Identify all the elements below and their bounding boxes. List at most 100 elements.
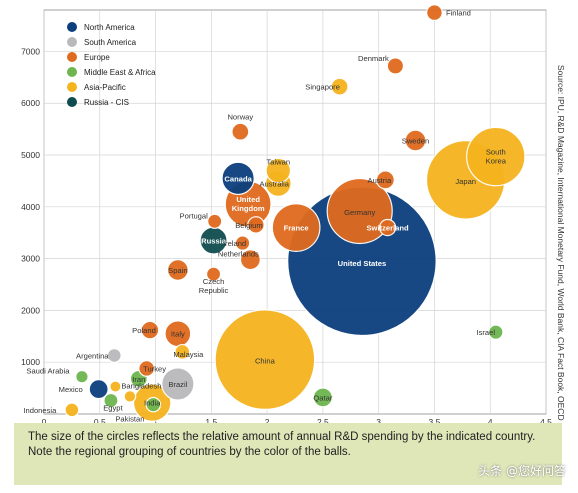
label-brazil: Brazil bbox=[168, 380, 187, 389]
label-austria: Austria bbox=[368, 176, 392, 185]
y-tick-label: 6000 bbox=[21, 98, 40, 108]
caption-line-1: The size of the circles reflects the rel… bbox=[28, 431, 536, 443]
bubble-poland bbox=[140, 320, 160, 340]
y-tick-label: 2000 bbox=[21, 305, 40, 315]
label-china: China bbox=[255, 357, 276, 366]
x-tick-label: 0.5 bbox=[94, 417, 106, 427]
x-tick-label: 3.5 bbox=[429, 417, 441, 427]
bubble-spain bbox=[166, 259, 189, 281]
x-tick-label: 3 bbox=[376, 417, 381, 427]
source-note: Source: IPU, R&D Magazine, International… bbox=[556, 65, 566, 421]
label-portugal: Portugal bbox=[180, 211, 209, 220]
bubble-bangladesh bbox=[109, 380, 122, 393]
bubble-qatar bbox=[312, 387, 333, 408]
label-czech-republic: Czech Republic bbox=[199, 277, 229, 295]
x-tick-label: 4.5 bbox=[540, 417, 552, 427]
watermark: 头条 @您好问答 bbox=[478, 464, 566, 478]
bubble-egypt bbox=[103, 392, 119, 409]
label-finland: Finland bbox=[446, 9, 471, 18]
y-tick-label: 5000 bbox=[21, 150, 40, 160]
bubble-south-africa bbox=[145, 396, 162, 413]
label-japan: Japan bbox=[455, 177, 476, 186]
bubble-portugal bbox=[207, 213, 223, 229]
bubble-south-korea bbox=[466, 126, 526, 187]
caption-line-2: Note the regional grouping of countries … bbox=[28, 446, 351, 458]
label-iran: Iran bbox=[132, 375, 145, 384]
label-singapore: Singapore bbox=[305, 83, 340, 92]
y-tick-label: 3000 bbox=[21, 254, 40, 264]
bubble-israel bbox=[488, 324, 504, 340]
bubble-germany bbox=[326, 177, 393, 245]
x-tick-label: 2.5 bbox=[317, 417, 329, 427]
label-belgium: Belgium bbox=[235, 221, 262, 230]
x-tick-label: 2 bbox=[265, 417, 270, 427]
bubble-singapore bbox=[330, 77, 349, 96]
label-united-states: United States bbox=[338, 259, 387, 268]
label-south-korea: South Korea bbox=[486, 148, 507, 166]
bubble-belgium bbox=[247, 216, 265, 234]
label-italy: Italy bbox=[171, 330, 185, 339]
bubble-china bbox=[214, 309, 316, 410]
bubble-finland bbox=[426, 4, 443, 22]
label-netherlands: Netherlands bbox=[218, 250, 259, 259]
legend-label: Europe bbox=[84, 53, 110, 62]
bubble-indonesia bbox=[64, 402, 80, 418]
label-norway: Norway bbox=[227, 113, 253, 122]
bubble-denmark bbox=[386, 57, 405, 75]
label-indonesia: Indonesia bbox=[23, 406, 57, 415]
x-tick-label: 1.5 bbox=[205, 417, 217, 427]
label-pakistan: Pakistan bbox=[115, 414, 144, 423]
bubble-argentina bbox=[106, 348, 122, 363]
bubble-turkey bbox=[138, 360, 156, 377]
label-sweden: Sweden bbox=[402, 137, 429, 146]
label-canada: Canada bbox=[224, 174, 252, 183]
bubble-netherlands bbox=[239, 249, 261, 271]
legend-swatch bbox=[67, 52, 77, 62]
label-switzerland: Switzerland bbox=[366, 224, 409, 233]
label-mexico: Mexico bbox=[59, 385, 83, 394]
label-india: India bbox=[144, 399, 161, 408]
legend-label: Russia - CIS bbox=[84, 98, 129, 107]
legend-label: Middle East & Africa bbox=[84, 68, 156, 77]
chart-caption: The size of the circles reflects the rel… bbox=[14, 423, 562, 485]
label-egypt: Egypt bbox=[103, 404, 123, 413]
label-bangladesh: Bangladesh bbox=[121, 382, 161, 391]
bubble-ireland bbox=[234, 235, 251, 251]
y-tick-label: 4000 bbox=[21, 202, 40, 212]
bubble-czech-republic bbox=[205, 266, 222, 282]
y-tick-label: 1000 bbox=[21, 357, 40, 367]
bubble-austria bbox=[375, 170, 395, 190]
legend-label: South America bbox=[84, 38, 137, 47]
label-france: France bbox=[284, 224, 309, 233]
bubble-malaysia bbox=[174, 343, 191, 360]
label-argentina: Argentina bbox=[76, 351, 109, 360]
bubble-pakistan bbox=[123, 390, 137, 403]
label-denmark: Denmark bbox=[358, 54, 389, 63]
legend-swatch bbox=[67, 67, 77, 77]
bubble-brazil bbox=[161, 367, 195, 401]
bubble-norway bbox=[231, 122, 250, 141]
label-united-kingdom: United Kingdom bbox=[232, 195, 265, 213]
legend-label: Asia-Pacific bbox=[84, 83, 126, 92]
x-tick-label: 1 bbox=[153, 417, 158, 427]
y-tick-label: 7000 bbox=[21, 46, 40, 56]
bubble-france bbox=[271, 203, 321, 252]
legend-swatch bbox=[67, 22, 77, 32]
x-tick-label: 0 bbox=[42, 417, 47, 427]
label-poland: Poland bbox=[132, 326, 156, 335]
label-australia: Australia bbox=[259, 180, 289, 189]
label-saudi-arabia: Saudi Arabia bbox=[26, 367, 70, 376]
x-tick-label: 4 bbox=[488, 417, 493, 427]
legend-swatch bbox=[67, 82, 77, 92]
bubble-sweden bbox=[404, 129, 427, 152]
label-turkey: Turkey bbox=[143, 364, 166, 373]
bubble-switzerland bbox=[378, 218, 397, 237]
legend-swatch bbox=[67, 97, 77, 107]
label-ireland: Ireland bbox=[223, 239, 246, 248]
bubble-canada bbox=[221, 161, 255, 196]
bubble-mexico bbox=[88, 379, 109, 400]
label-taiwan: Taiwan bbox=[266, 158, 290, 167]
legend-label: North America bbox=[84, 23, 135, 32]
label-germany: Germany bbox=[344, 208, 375, 217]
